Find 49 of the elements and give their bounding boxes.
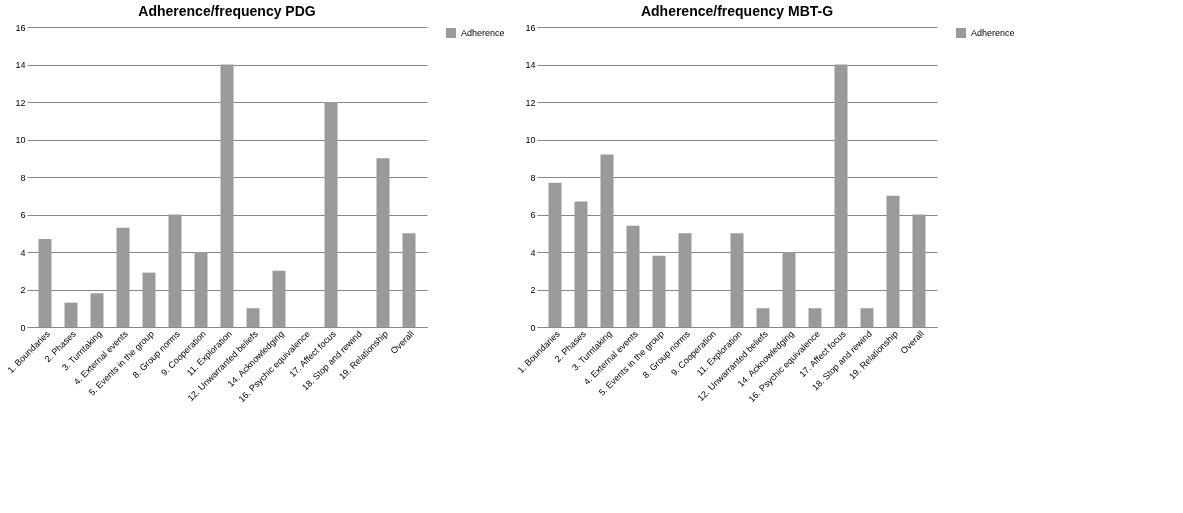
y-tick-label: 16 bbox=[15, 22, 26, 33]
y-tick-label: 10 bbox=[15, 135, 26, 145]
y-tick-label: 12 bbox=[525, 97, 536, 108]
bar bbox=[38, 238, 52, 327]
bar bbox=[142, 272, 156, 327]
y-tick-label: 4 bbox=[20, 247, 26, 258]
bar bbox=[782, 252, 796, 327]
bar bbox=[246, 308, 260, 327]
bar bbox=[808, 308, 822, 327]
y-tick-label: 0 bbox=[530, 322, 536, 333]
chart-title: Adherence/frequency MBT-G bbox=[640, 3, 834, 19]
bar bbox=[730, 233, 744, 327]
legend-label: Adherence bbox=[461, 28, 505, 38]
y-tick-label: 14 bbox=[525, 60, 536, 70]
bar bbox=[376, 158, 390, 327]
bar bbox=[574, 201, 588, 327]
bar bbox=[678, 233, 692, 327]
bar bbox=[90, 293, 104, 327]
y-tick-label: 8 bbox=[20, 172, 26, 183]
bar bbox=[402, 233, 416, 327]
bar bbox=[64, 302, 78, 327]
y-tick-label: 2 bbox=[20, 285, 26, 295]
bar bbox=[220, 64, 234, 327]
y-tick-label: 12 bbox=[15, 97, 26, 108]
bar bbox=[756, 308, 770, 327]
y-tick-label: 4 bbox=[530, 247, 536, 258]
bar bbox=[168, 214, 182, 327]
y-tick-label: 16 bbox=[525, 22, 536, 33]
bar bbox=[272, 270, 286, 327]
bar bbox=[600, 154, 614, 327]
bar bbox=[834, 64, 848, 327]
y-tick-label: 0 bbox=[20, 322, 26, 333]
bar bbox=[548, 182, 562, 327]
bar bbox=[324, 102, 338, 327]
legend-label: Adherence bbox=[971, 28, 1015, 38]
bar bbox=[652, 255, 666, 327]
y-tick-label: 10 bbox=[525, 135, 536, 145]
bar bbox=[194, 252, 208, 327]
y-tick-label: 8 bbox=[530, 172, 536, 183]
y-tick-label: 6 bbox=[20, 210, 26, 220]
y-tick-label: 14 bbox=[15, 60, 26, 70]
bar bbox=[886, 195, 900, 327]
chart-title: Adherence/frequency PDG bbox=[138, 3, 316, 19]
bar bbox=[116, 227, 130, 327]
bar bbox=[912, 214, 926, 327]
y-tick-label: 2 bbox=[530, 285, 536, 295]
y-tick-label: 6 bbox=[530, 210, 536, 220]
bar bbox=[860, 308, 874, 327]
bar bbox=[626, 225, 640, 327]
